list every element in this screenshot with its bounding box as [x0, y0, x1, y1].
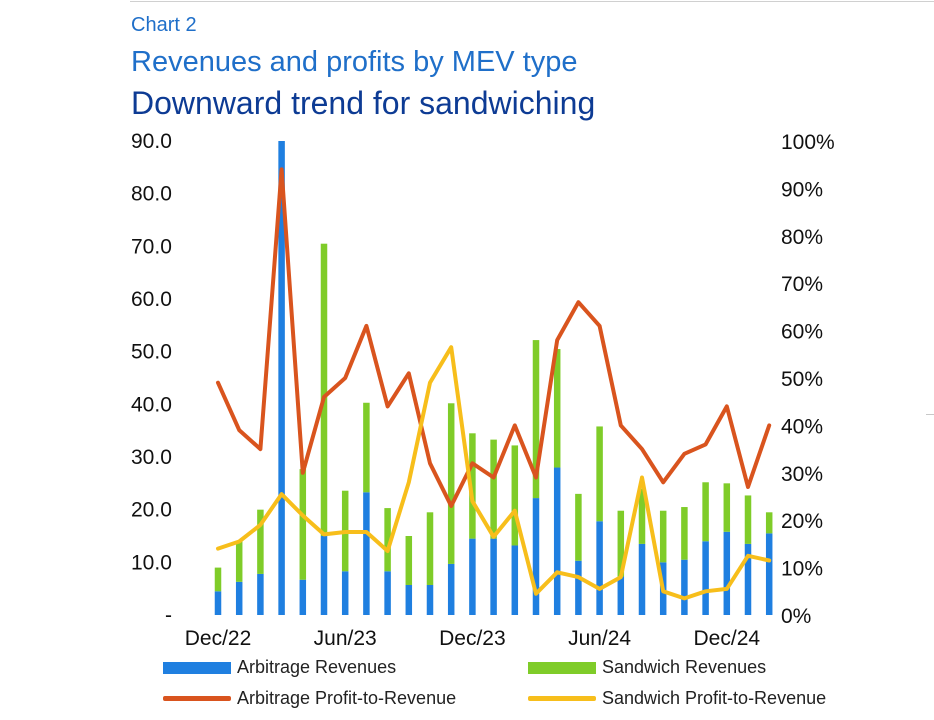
x-tick-label: Jun/23	[314, 627, 377, 650]
y-right-tick-label: 0%	[781, 605, 811, 628]
bar-sandwich-revenue	[681, 507, 688, 560]
bar-sandwich-revenue	[511, 445, 519, 546]
bar-arbitrage-revenue	[299, 579, 307, 615]
bar-arbitrage-revenue	[320, 536, 328, 615]
y-left-tick-label: 90.0	[131, 130, 172, 153]
bar-sandwich-revenue	[532, 340, 540, 499]
bar-sandwich-revenue	[553, 349, 561, 468]
y-left-tick-label: 70.0	[131, 235, 172, 258]
bar-sandwich-revenue	[744, 495, 752, 544]
bar-sandwich-revenue	[469, 433, 476, 539]
chart-subtitle: Revenues and profits by MEV type	[131, 46, 578, 78]
legend-swatch-arbitrage-ratio	[163, 696, 231, 701]
bar-arbitrage-revenue	[235, 581, 243, 615]
y-right-tick-label: 100%	[781, 131, 835, 154]
legend-arbitrage-ratio: Arbitrage Profit-to-Revenue	[163, 688, 456, 709]
bar-arbitrage-revenue	[553, 467, 561, 615]
y-right-tick-label: 10%	[781, 558, 823, 581]
bar-arbitrage-revenue	[723, 531, 731, 615]
edge-tick-mark	[926, 414, 934, 415]
legend-label-arbitrage-ratio: Arbitrage Profit-to-Revenue	[237, 688, 457, 708]
legend-sandwich-revenues: Sandwich Revenues	[528, 657, 766, 678]
bar-arbitrage-revenue	[405, 584, 413, 615]
y-right-tick-label: 40%	[781, 415, 823, 438]
line-sandwich-profit-to-revenue	[216, 345, 772, 601]
x-tick-label: Jun/24	[568, 627, 631, 650]
bar-sandwich-revenue	[490, 439, 497, 539]
bar-sandwich-revenue	[405, 536, 413, 585]
bar-sandwich-revenue	[765, 512, 773, 534]
bar-arbitrage-revenue	[278, 141, 285, 615]
bar-arbitrage-revenue	[384, 571, 391, 615]
y-right-tick-label: 60%	[781, 321, 823, 344]
x-tick-label: Dec/24	[694, 627, 761, 650]
bar-arbitrage-revenue	[447, 563, 455, 615]
bar-arbitrage-revenue	[575, 560, 582, 615]
bar-sandwich-revenue	[384, 508, 391, 572]
bar-sandwich-revenue	[575, 493, 582, 561]
bar-sandwich-revenue	[617, 510, 625, 577]
bar-arbitrage-revenue	[490, 538, 497, 615]
y-right-tick-label: 30%	[781, 463, 823, 486]
bar-arbitrage-revenue	[744, 543, 752, 615]
bar-arbitrage-revenue	[702, 541, 709, 615]
y-left-tick-label: 80.0	[131, 183, 172, 206]
bar-sandwich-revenue	[320, 243, 328, 536]
bar-arbitrage-revenue	[511, 545, 519, 615]
bar-arbitrage-revenue	[596, 521, 603, 615]
x-tick-label: Dec/23	[439, 627, 506, 650]
bar-sandwich-revenue	[723, 483, 731, 532]
bar-arbitrage-revenue	[765, 533, 773, 615]
y-left-tick-label: 50.0	[131, 341, 172, 364]
y-left-tick-label: 60.0	[131, 288, 172, 311]
bar-arbitrage-revenue	[469, 538, 476, 615]
y-right-tick-label: 90%	[781, 178, 823, 201]
bar-sandwich-revenue	[426, 512, 434, 585]
chart-number: Chart 2	[131, 14, 197, 36]
bar-sandwich-revenue	[299, 469, 307, 580]
y-left-tick-label: 20.0	[131, 499, 172, 522]
bar-arbitrage-revenue	[681, 559, 688, 615]
legend-sandwich-ratio: Sandwich Profit-to-Revenue	[528, 688, 826, 709]
chart-title: Downward trend for sandwiching	[131, 85, 596, 121]
bar-sandwich-revenue	[214, 567, 222, 592]
legend-label-sandwich-revenues: Sandwich Revenues	[602, 657, 767, 677]
bar-sandwich-revenue	[596, 426, 603, 522]
y-right-tick-label: 20%	[781, 510, 823, 533]
y-left-tick-label: 40.0	[131, 393, 172, 416]
y-left-tick-label: -	[165, 604, 172, 627]
bar-sandwich-revenue	[363, 402, 370, 493]
bar-arbitrage-revenue	[532, 498, 540, 615]
bar-arbitrage-revenue	[214, 591, 222, 615]
legend-swatch-arbitrage-revenues	[163, 661, 231, 674]
bar-sandwich-revenue	[702, 482, 709, 542]
x-tick-label: Dec/22	[185, 627, 252, 650]
legend-label-arbitrage-revenues: Arbitrage Revenues	[237, 657, 397, 677]
legend-swatch-sandwich-revenues	[528, 661, 596, 674]
y-left-tick-label: 10.0	[131, 551, 172, 574]
bar-arbitrage-revenue	[341, 571, 349, 615]
top-rule	[130, 1, 934, 2]
bar-sandwich-revenue	[447, 403, 455, 564]
bar-sandwich-revenue	[235, 541, 243, 582]
bar-arbitrage-revenue	[363, 492, 370, 615]
legend-arbitrage-revenues: Arbitrage Revenues	[163, 657, 396, 678]
bar-sandwich-revenue	[659, 510, 667, 563]
bar-sandwich-revenue	[638, 488, 646, 544]
bar-arbitrage-revenue	[257, 573, 264, 615]
bar-arbitrage-revenue	[617, 576, 625, 615]
y-right-tick-label: 80%	[781, 226, 823, 249]
line-arbitrage-profit-to-revenue	[216, 167, 772, 508]
bar-sandwich-revenue	[257, 509, 264, 574]
legend-label-sandwich-ratio: Sandwich Profit-to-Revenue	[602, 688, 827, 708]
y-right-tick-label: 70%	[781, 273, 823, 296]
bar-arbitrage-revenue	[426, 584, 434, 615]
legend-swatch-sandwich-ratio	[528, 696, 596, 701]
bar-arbitrage-revenue	[638, 543, 646, 615]
y-left-tick-label: 30.0	[131, 446, 172, 469]
y-right-tick-label: 50%	[781, 368, 823, 391]
